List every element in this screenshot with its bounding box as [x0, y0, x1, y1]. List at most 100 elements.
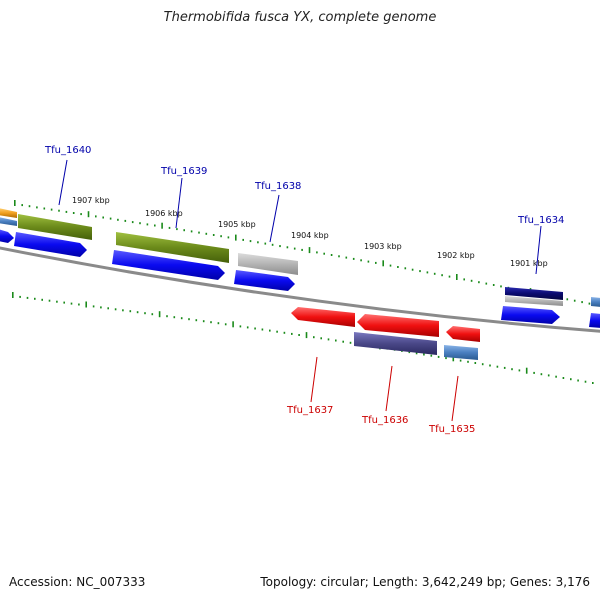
minor-tick: [448, 275, 451, 278]
minor-tick: [72, 212, 75, 214]
minor-tick: [323, 252, 325, 255]
cds-arrow[interactable]: [0, 229, 14, 243]
minor-tick: [338, 255, 340, 258]
gene-feature-tfu-1637[interactable]: [291, 307, 355, 327]
minor-tick: [43, 207, 46, 210]
accession-text: Accession: NC_007333: [9, 575, 146, 589]
cds-arrow[interactable]: [234, 270, 295, 291]
minor-tick: [430, 354, 433, 357]
minor-tick: [212, 234, 215, 236]
minor-tick: [107, 307, 109, 310]
cds-arrow[interactable]: [501, 306, 560, 324]
minor-tick: [41, 298, 43, 301]
minor-tick: [588, 302, 591, 305]
minor-tick: [210, 321, 212, 324]
minor-tick: [227, 236, 230, 239]
minor-tick: [198, 231, 200, 234]
minor-tick: [95, 215, 97, 218]
major-tick: [452, 355, 455, 362]
minor-tick: [48, 299, 51, 302]
minor-tick: [441, 274, 443, 277]
gene-label-tfu-1635[interactable]: Tfu_1635: [428, 424, 475, 435]
minor-tick: [592, 382, 594, 384]
minor-tick: [102, 216, 104, 219]
major-tick: [232, 321, 234, 328]
minor-tick: [570, 378, 572, 381]
minor-tick: [254, 327, 256, 330]
minor-tick: [320, 337, 322, 340]
kbp-label: 1901 kbp: [510, 259, 548, 268]
gene-label-tfu-1639[interactable]: Tfu_1639: [160, 166, 207, 177]
gene-feature-tfu-1636-purple[interactable]: [354, 332, 437, 355]
minor-tick: [562, 377, 565, 379]
minor-tick: [470, 279, 473, 282]
gene-label-tfu-1638[interactable]: Tfu_1638: [254, 181, 301, 192]
minor-tick: [217, 322, 220, 325]
cds-arrow[interactable]: [14, 232, 87, 257]
major-tick: [85, 301, 87, 308]
minor-tick: [404, 267, 407, 270]
minor-tick: [419, 270, 421, 273]
minor-tick: [114, 308, 117, 311]
minor-tick: [459, 359, 462, 362]
minor-tick: [518, 369, 521, 372]
minor-tick: [144, 312, 146, 315]
minor-tick: [168, 226, 171, 229]
minor-tick: [269, 329, 271, 332]
minor-tick: [100, 306, 102, 309]
minor-tick: [26, 296, 29, 299]
gene-label-tfu-1640[interactable]: Tfu_1640: [44, 145, 91, 156]
minor-tick: [136, 311, 139, 314]
minor-tick: [313, 336, 315, 339]
major-tick: [305, 332, 308, 339]
minor-tick: [301, 248, 303, 251]
gene-feature[interactable]: [505, 296, 563, 306]
minor-tick: [555, 375, 557, 378]
minor-tick: [547, 374, 550, 377]
minor-tick: [131, 221, 134, 224]
cds-arrow[interactable]: [589, 313, 600, 328]
gene-feature-tfu-1635-steel[interactable]: [444, 345, 478, 360]
minor-tick: [224, 323, 227, 326]
gene-label-tfu-1634[interactable]: Tfu_1634: [517, 215, 564, 226]
gene-feature[interactable]: [591, 297, 600, 307]
gene-label-tfu-1636[interactable]: Tfu_1636: [361, 415, 408, 426]
gene-feature[interactable]: [0, 217, 17, 226]
gene-feature-tfu-1640[interactable]: [18, 214, 92, 240]
minor-tick: [92, 305, 95, 308]
minor-tick: [180, 317, 183, 320]
gene-feature[interactable]: [0, 208, 17, 218]
minor-tick: [492, 284, 495, 286]
gene-feature-tfu-1639[interactable]: [116, 232, 229, 263]
minor-tick: [195, 319, 198, 322]
minor-tick: [342, 340, 344, 343]
gene-feature-tfu-1634[interactable]: [505, 287, 563, 300]
minor-tick: [581, 301, 583, 304]
minor-tick: [239, 325, 242, 328]
genome-backbone: [0, 246, 600, 333]
major-tick: [525, 367, 528, 374]
reverse-strand-features[interactable]: [291, 307, 480, 360]
minor-tick: [283, 331, 286, 334]
gene-feature-tfu-1638[interactable]: [238, 253, 298, 275]
cds-arrow[interactable]: [112, 250, 225, 280]
minor-tick: [566, 298, 569, 301]
minor-tick: [503, 366, 506, 369]
major-tick: [158, 311, 161, 318]
minor-tick: [36, 206, 38, 209]
minor-tick: [257, 241, 259, 244]
minor-tick: [316, 251, 318, 254]
gene-feature-tfu-1636[interactable]: [357, 314, 439, 337]
minor-tick: [176, 228, 178, 231]
minor-tick: [478, 281, 480, 284]
minor-tick: [124, 219, 127, 222]
forward-strand-features[interactable]: [0, 208, 600, 328]
gene-feature-tfu-1635[interactable]: [446, 326, 480, 342]
gene-label-tfu-1637[interactable]: Tfu_1637: [286, 405, 333, 416]
minor-tick: [293, 247, 296, 250]
minor-tick: [335, 339, 337, 342]
major-tick: [456, 274, 458, 280]
minor-tick: [573, 299, 576, 302]
minor-tick: [408, 351, 411, 354]
